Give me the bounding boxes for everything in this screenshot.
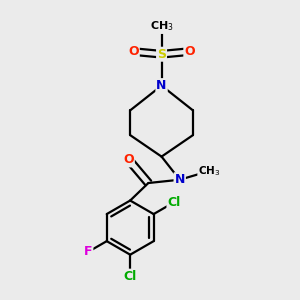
Text: N: N	[156, 79, 167, 92]
Text: Cl: Cl	[167, 196, 181, 209]
Text: F: F	[84, 245, 92, 258]
Text: CH$_3$: CH$_3$	[150, 19, 173, 33]
Text: CH$_3$: CH$_3$	[198, 165, 221, 178]
Text: O: O	[123, 153, 134, 167]
Text: O: O	[128, 45, 139, 58]
Text: N: N	[175, 173, 185, 186]
Text: Cl: Cl	[124, 270, 137, 283]
Text: S: S	[157, 48, 166, 61]
Text: O: O	[184, 45, 195, 58]
